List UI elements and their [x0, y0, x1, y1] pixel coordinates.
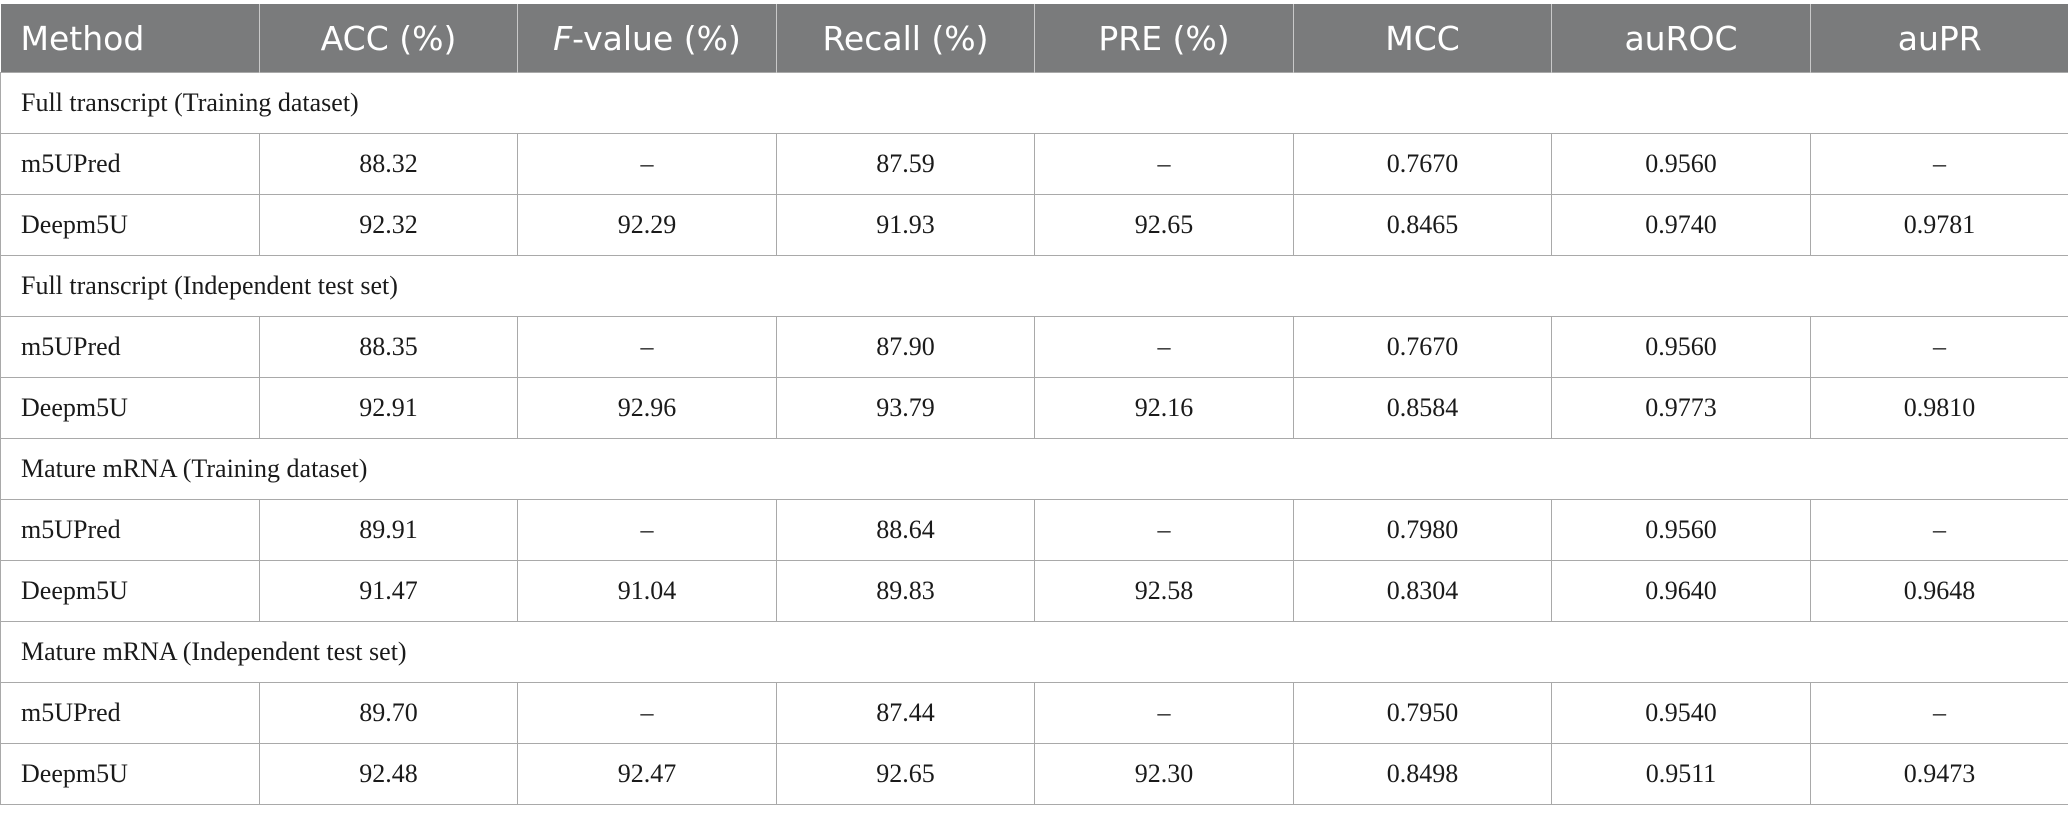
cell-aupr: 0.9473	[1810, 743, 2068, 805]
cell-f-value: 92.29	[517, 194, 777, 256]
table-row: Deepm5U 92.48 92.47 92.65 92.30 0.8498 0.9511 0…	[0, 743, 2068, 805]
header-recall: Recall (%)	[776, 4, 1035, 73]
cell-auroc: 0.9740	[1551, 194, 1811, 256]
table-row: m5UPred 89.70–87.44–0.7950 0.9540–	[0, 682, 2068, 744]
cell-mcc: 0.8465	[1293, 194, 1552, 256]
cell-method: m5UPred	[0, 133, 260, 195]
cell-aupr: –	[1810, 133, 2068, 195]
cell-auroc: 0.9773	[1551, 377, 1811, 439]
cell-auroc: 0.9560	[1551, 316, 1811, 378]
cell-f-value: 92.96	[517, 377, 777, 439]
cell-acc: 89.91	[259, 499, 518, 561]
section-title: Full transcript (Training dataset)	[0, 72, 2068, 134]
results-table: Method ACC (%) F-value (%) Recall (%) PR…	[0, 4, 2068, 805]
cell-pre: 92.16	[1034, 377, 1294, 439]
cell-mcc: 0.7670	[1293, 316, 1552, 378]
cell-aupr: 0.9810	[1810, 377, 2068, 439]
cell-method: Deepm5U	[0, 377, 260, 439]
cell-acc: 92.91	[259, 377, 518, 439]
cell-auroc: 0.9560	[1551, 133, 1811, 195]
cell-pre: –	[1034, 682, 1294, 744]
cell-aupr: 0.9648	[1810, 560, 2068, 622]
cell-acc: 89.70	[259, 682, 518, 744]
header-auroc: auROC	[1551, 4, 1811, 73]
cell-pre: 92.65	[1034, 194, 1294, 256]
cell-method: Deepm5U	[0, 560, 260, 622]
cell-acc: 88.35	[259, 316, 518, 378]
header-f-value: F-value (%)	[517, 4, 777, 73]
cell-recall: 88.64	[776, 499, 1035, 561]
section-row: Full transcript (Independent test set)	[0, 255, 2068, 317]
cell-aupr: –	[1810, 316, 2068, 378]
cell-recall: 89.83	[776, 560, 1035, 622]
cell-method: m5UPred	[0, 316, 260, 378]
cell-recall: 91.93	[776, 194, 1035, 256]
cell-recall: 87.44	[776, 682, 1035, 744]
cell-mcc: 0.7670	[1293, 133, 1552, 195]
cell-pre: –	[1034, 133, 1294, 195]
header-acc: ACC (%)	[259, 4, 518, 73]
results-table-container: Method ACC (%) F-value (%) Recall (%) PR…	[0, 4, 2068, 805]
cell-mcc: 0.7980	[1293, 499, 1552, 561]
table-row: m5UPred 88.32–87.59–0.7670 0.9560–	[0, 133, 2068, 195]
cell-recall: 93.79	[776, 377, 1035, 439]
cell-f-value: 92.47	[517, 743, 777, 805]
cell-auroc: 0.9540	[1551, 682, 1811, 744]
cell-recall: 92.65	[776, 743, 1035, 805]
cell-auroc: 0.9640	[1551, 560, 1811, 622]
cell-pre: –	[1034, 499, 1294, 561]
header-method: Method	[0, 4, 260, 73]
cell-acc: 88.32	[259, 133, 518, 195]
header-pre: PRE (%)	[1034, 4, 1294, 73]
cell-aupr: –	[1810, 682, 2068, 744]
cell-recall: 87.90	[776, 316, 1035, 378]
section-title: Mature mRNA (Independent test set)	[0, 621, 2068, 683]
cell-f-value: –	[517, 316, 777, 378]
header-aupr: auPR	[1810, 4, 2068, 73]
cell-pre: 92.58	[1034, 560, 1294, 622]
section-row: Mature mRNA (Independent test set)	[0, 621, 2068, 683]
section-title: Mature mRNA (Training dataset)	[0, 438, 2068, 500]
section-row: Full transcript (Training dataset)	[0, 72, 2068, 134]
cell-mcc: 0.8304	[1293, 560, 1552, 622]
table-row: Deepm5U 91.47 91.04 89.83 92.58 0.8304 0.9640 0…	[0, 560, 2068, 622]
cell-f-value: 91.04	[517, 560, 777, 622]
table-row: m5UPred 88.35–87.90–0.7670 0.9560–	[0, 316, 2068, 378]
cell-pre: –	[1034, 316, 1294, 378]
cell-f-value: –	[517, 133, 777, 195]
cell-mcc: 0.8584	[1293, 377, 1552, 439]
cell-method: Deepm5U	[0, 743, 260, 805]
cell-pre: 92.30	[1034, 743, 1294, 805]
table-row: Deepm5U 92.91 92.96 93.79 92.16 0.8584 0.9773 0…	[0, 377, 2068, 439]
header-mcc: MCC	[1293, 4, 1552, 73]
section-row: Mature mRNA (Training dataset)	[0, 438, 2068, 500]
table-row: m5UPred 89.91–88.64–0.7980 0.9560–	[0, 499, 2068, 561]
cell-recall: 87.59	[776, 133, 1035, 195]
cell-f-value: –	[517, 682, 777, 744]
table-row: Deepm5U 92.32 92.29 91.93 92.65 0.8465 0.9740 0…	[0, 194, 2068, 256]
cell-method: m5UPred	[0, 499, 260, 561]
cell-method: m5UPred	[0, 682, 260, 744]
cell-method: Deepm5U	[0, 194, 260, 256]
cell-aupr: –	[1810, 499, 2068, 561]
header-row: Method ACC (%) F-value (%) Recall (%) PR…	[0, 4, 2068, 73]
cell-f-value: –	[517, 499, 777, 561]
cell-auroc: 0.9511	[1551, 743, 1811, 805]
table-header: Method ACC (%) F-value (%) Recall (%) PR…	[0, 4, 2068, 73]
cell-acc: 92.32	[259, 194, 518, 256]
cell-acc: 92.48	[259, 743, 518, 805]
cell-mcc: 0.8498	[1293, 743, 1552, 805]
section-title: Full transcript (Independent test set)	[0, 255, 2068, 317]
cell-auroc: 0.9560	[1551, 499, 1811, 561]
cell-mcc: 0.7950	[1293, 682, 1552, 744]
cell-aupr: 0.9781	[1810, 194, 2068, 256]
table-body: Full transcript (Training dataset) m5UPre…	[0, 72, 2068, 805]
cell-acc: 91.47	[259, 560, 518, 622]
